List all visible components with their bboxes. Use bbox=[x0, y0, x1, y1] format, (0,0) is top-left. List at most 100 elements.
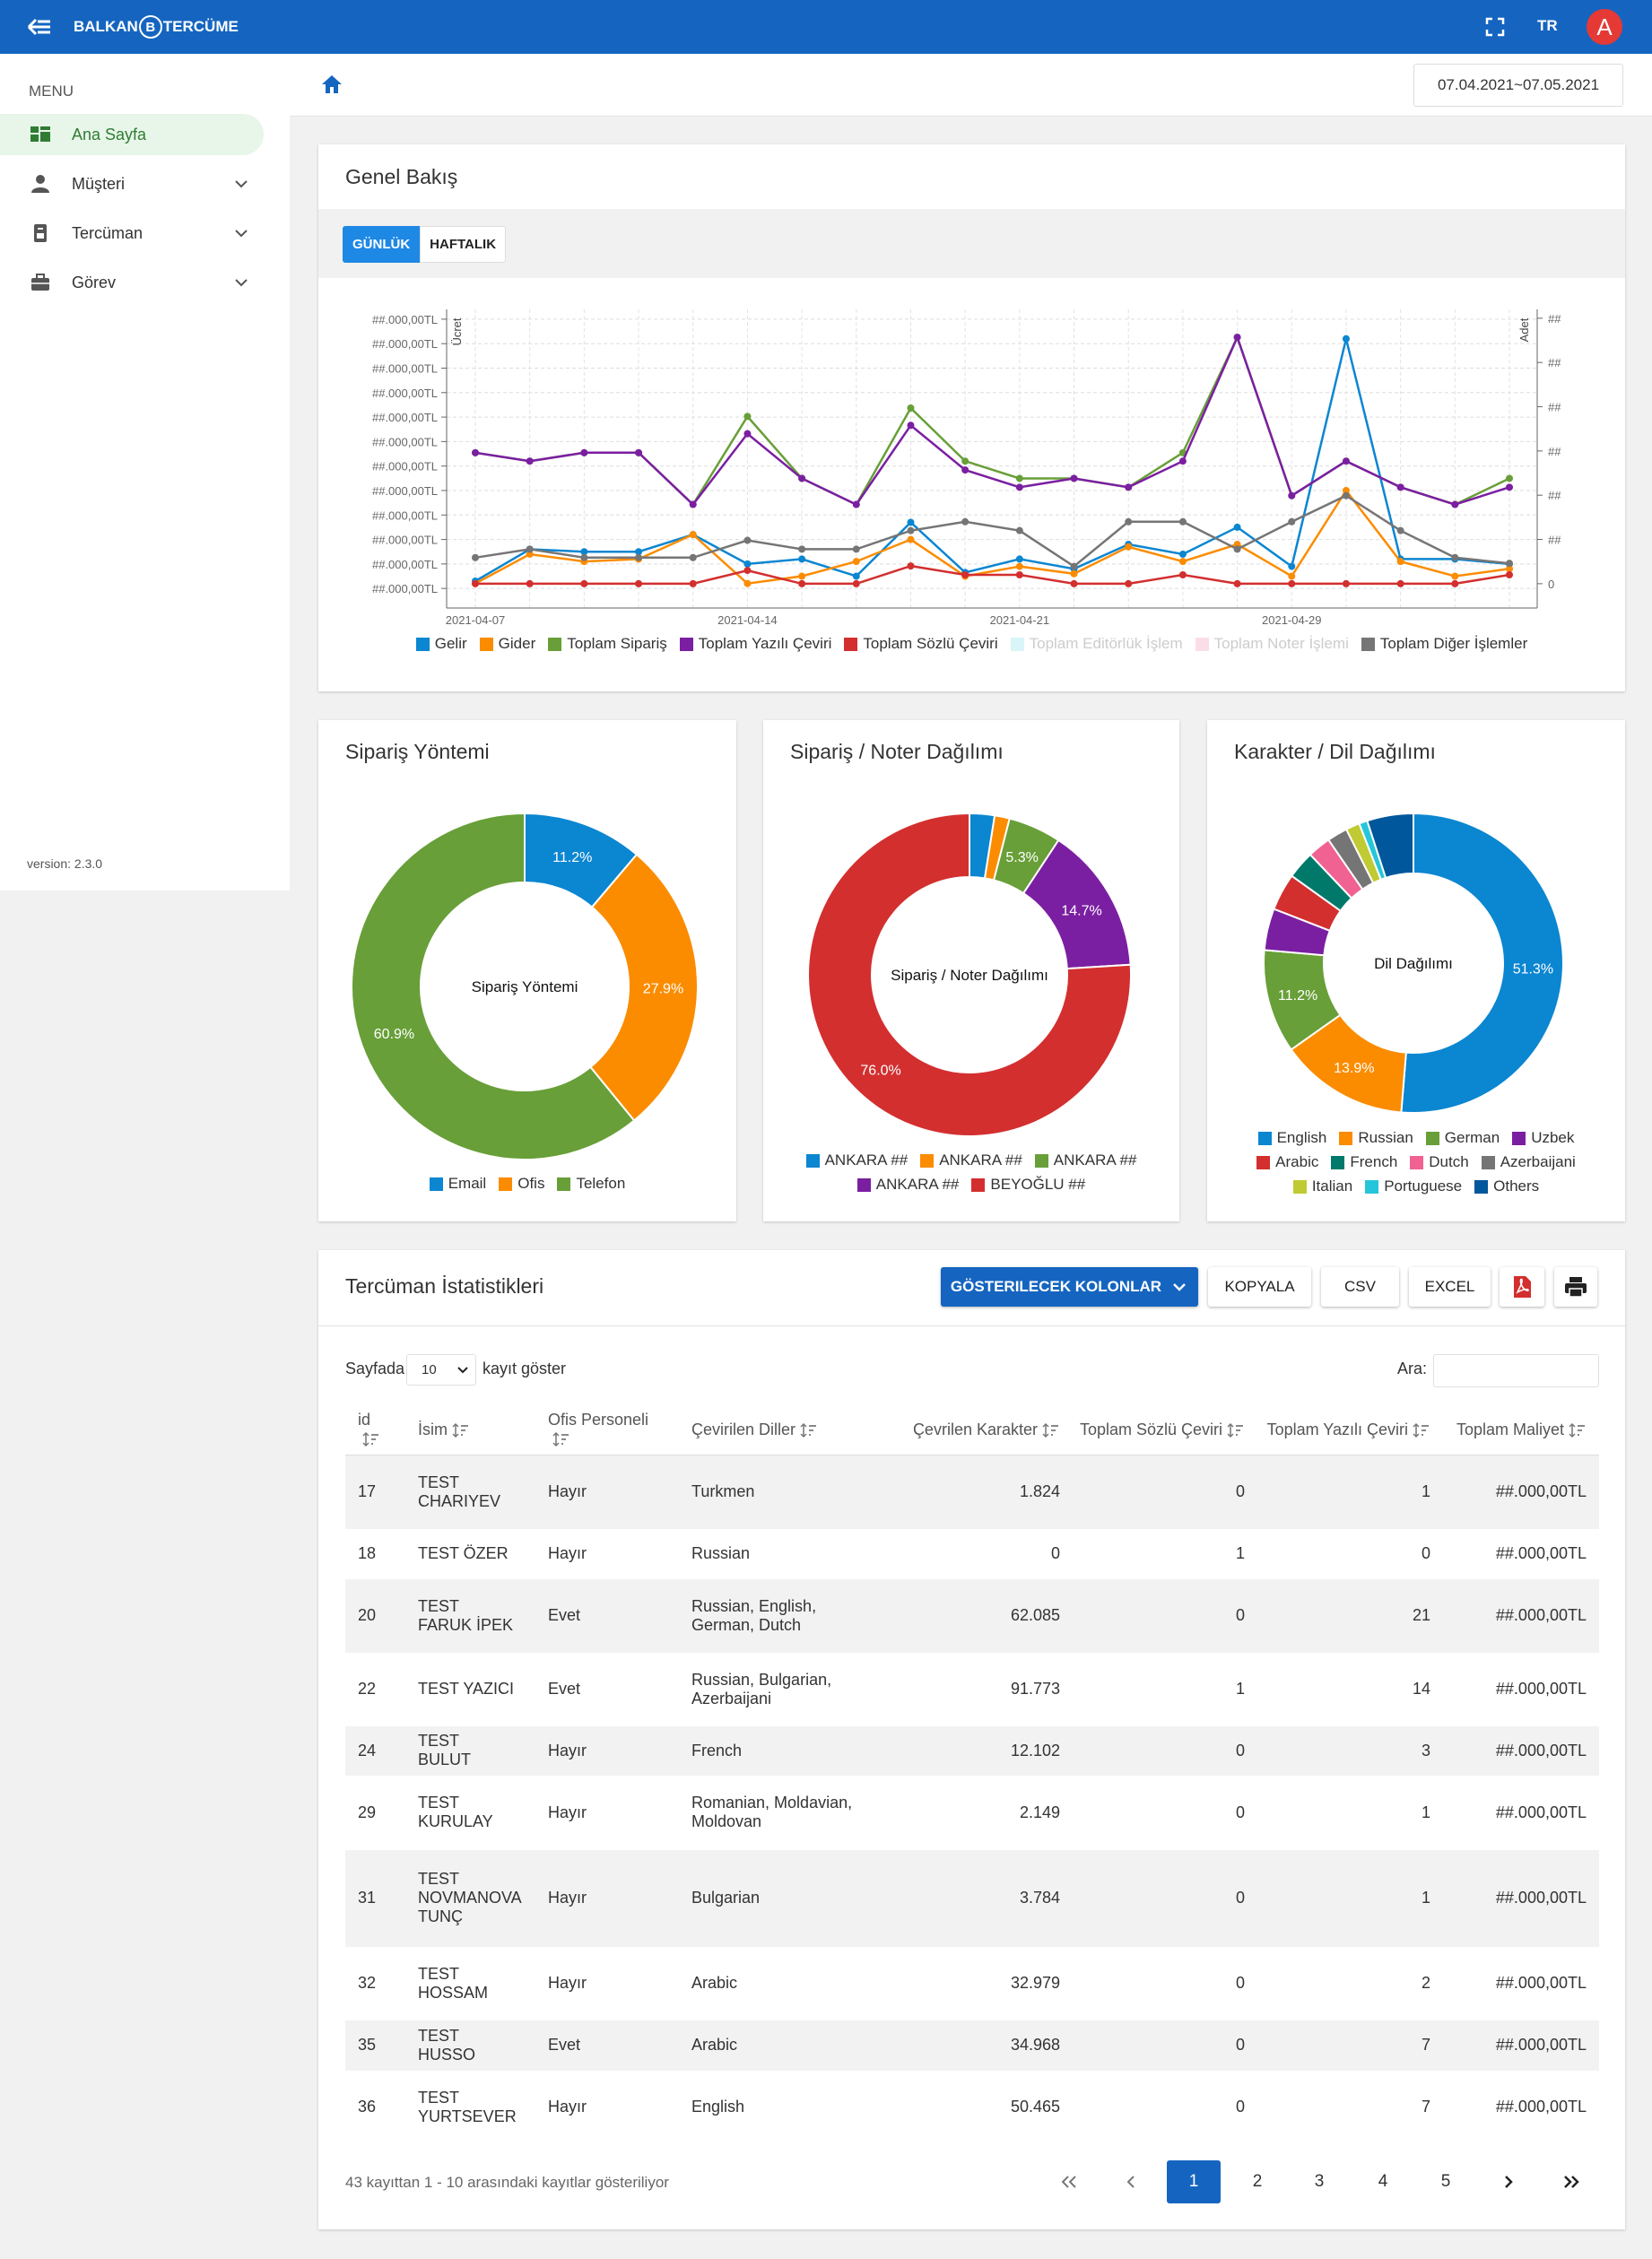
table-cell: TEST YURTSEVER bbox=[418, 2088, 517, 2125]
legend-item[interactable]: Telefon bbox=[557, 1175, 625, 1193]
page-button[interactable]: 3 bbox=[1314, 2172, 1325, 2191]
page-button[interactable]: 5 bbox=[1440, 2172, 1451, 2191]
print-icon bbox=[1565, 1277, 1587, 1298]
legend-item[interactable]: Others bbox=[1474, 1177, 1539, 1195]
table-cell: 2 bbox=[1421, 1974, 1430, 1992]
legend-item[interactable]: ANKARA ## bbox=[856, 1176, 959, 1194]
csv-button[interactable]: CSV bbox=[1321, 1267, 1399, 1307]
legend-item[interactable]: Italian bbox=[1292, 1177, 1352, 1195]
legend-item[interactable]: Arabic bbox=[1256, 1153, 1318, 1171]
menu-icon bbox=[30, 126, 50, 142]
menu-title: MENU bbox=[29, 83, 74, 100]
legend-item[interactable]: Toplam Editörlük İşlem bbox=[1010, 635, 1183, 653]
table-cell: TEST KURULAY bbox=[418, 1794, 493, 1830]
legend-item[interactable]: Toplam Sözlü Çeviri bbox=[844, 635, 998, 653]
legend-item[interactable]: ANKARA ## bbox=[1034, 1151, 1136, 1169]
brand-left: BALKAN bbox=[74, 18, 138, 35]
table-cell: 35 bbox=[345, 2020, 405, 2071]
table-cell: French bbox=[679, 1725, 900, 1776]
avatar[interactable]: A bbox=[1587, 9, 1622, 45]
back-button[interactable] bbox=[27, 16, 52, 38]
page-button[interactable]: 1 bbox=[1167, 2160, 1221, 2203]
column-header[interactable]: Ofis Personeli bbox=[535, 1404, 679, 1455]
legend-item[interactable]: Azerbaijani bbox=[1481, 1153, 1576, 1171]
home-icon[interactable] bbox=[320, 74, 343, 95]
sort-icon bbox=[452, 1422, 468, 1438]
legend-item[interactable]: Uzbek bbox=[1512, 1129, 1574, 1147]
legend-item[interactable]: English bbox=[1257, 1129, 1326, 1147]
legend-swatch bbox=[1034, 1153, 1048, 1168]
legend-item[interactable]: Russian bbox=[1339, 1129, 1413, 1147]
table-cell: 32 bbox=[358, 1974, 377, 1992]
last-page[interactable] bbox=[1544, 2160, 1598, 2203]
stats-table: id İsim Ofis Personeli Çevirilen Diller Çevr… bbox=[345, 1404, 1599, 2144]
legend-item[interactable]: Dutch bbox=[1410, 1153, 1469, 1171]
menu-item[interactable]: Müşteri bbox=[0, 163, 264, 204]
column-header[interactable]: Toplam Yazılı Çeviri bbox=[1257, 1404, 1443, 1455]
legend-label: BEYOĞLU ## bbox=[990, 1176, 1086, 1193]
legend-item[interactable]: German bbox=[1425, 1129, 1500, 1147]
pdf-button[interactable] bbox=[1500, 1267, 1544, 1307]
legend-item[interactable]: Gider bbox=[479, 635, 535, 653]
fullscreen-button[interactable] bbox=[1485, 17, 1505, 37]
table-cell: 1 bbox=[1257, 1455, 1443, 1529]
table-row: 18 TEST ÖZER Hayır Russian 0 1 0 ##.000,00TL bbox=[345, 1529, 1599, 1579]
legend-item[interactable]: Email bbox=[429, 1175, 486, 1193]
legend-item[interactable]: Toplam Sipariş bbox=[548, 635, 667, 653]
column-header[interactable]: Çevrilen Karakter bbox=[900, 1404, 1073, 1455]
search-input[interactable] bbox=[1433, 1354, 1599, 1387]
table-cell: 20 bbox=[345, 1578, 405, 1653]
menu-item[interactable]: Tercüman bbox=[0, 213, 264, 254]
legend-item[interactable]: Toplam Yazılı Çeviri bbox=[679, 635, 831, 653]
legend-item[interactable]: Ofis bbox=[499, 1175, 544, 1193]
column-header[interactable]: Çevirilen Diller bbox=[679, 1404, 900, 1455]
menu-item[interactable]: Ana Sayfa bbox=[0, 114, 264, 155]
table-cell: 36 bbox=[358, 2098, 377, 2116]
legend-label: German bbox=[1444, 1129, 1500, 1146]
prev-page[interactable] bbox=[1104, 2160, 1158, 2203]
legend-item[interactable]: Portuguese bbox=[1365, 1177, 1462, 1195]
column-header[interactable]: Toplam Maliyet bbox=[1443, 1404, 1599, 1455]
legend-swatch bbox=[415, 637, 430, 651]
excel-button[interactable]: EXCEL bbox=[1409, 1267, 1491, 1307]
copy-button[interactable]: KOPYALA bbox=[1208, 1267, 1311, 1307]
legend-swatch bbox=[479, 637, 493, 651]
column-header[interactable]: Toplam Sözlü Çeviri bbox=[1073, 1404, 1257, 1455]
page-button[interactable]: 2 bbox=[1252, 2172, 1263, 2191]
table-cell: ##.000,00TL bbox=[1443, 2020, 1599, 2071]
legend-swatch bbox=[1474, 1179, 1489, 1194]
icon bbox=[1564, 2176, 1579, 2188]
divider bbox=[318, 1325, 1625, 1326]
column-header[interactable]: id bbox=[345, 1404, 405, 1455]
table-row: 31 TEST NOVMANOVA TUNÇ Hayır Bulgarian 3.784… bbox=[345, 1849, 1599, 1947]
page-button[interactable]: 4 bbox=[1378, 2172, 1388, 2191]
next-page[interactable] bbox=[1482, 2160, 1535, 2203]
legend-item[interactable]: ANKARA ## bbox=[805, 1151, 908, 1169]
legend-item[interactable]: ANKARA ## bbox=[920, 1151, 1022, 1169]
legend-label: Russian bbox=[1358, 1129, 1413, 1146]
legend-item[interactable]: Toplam Noter İşlemi bbox=[1195, 635, 1349, 653]
legend-item[interactable]: Toplam Diğer İşlemler bbox=[1361, 635, 1527, 653]
print-button[interactable] bbox=[1554, 1267, 1597, 1307]
columns-button[interactable]: GÖSTERILECEK KOLONLAR bbox=[941, 1267, 1198, 1307]
date-range[interactable]: 07.04.2021~07.05.2021 bbox=[1413, 64, 1623, 107]
icon bbox=[1061, 2176, 1076, 2188]
table-cell: 50.465 bbox=[1010, 2098, 1060, 2116]
legend-item[interactable]: French bbox=[1331, 1153, 1397, 1171]
page-length-select[interactable]: 10 bbox=[406, 1354, 476, 1386]
first-page[interactable] bbox=[1042, 2160, 1096, 2203]
table-cell: 17 bbox=[345, 1455, 405, 1529]
legend-item[interactable]: BEYOĞLU ## bbox=[971, 1176, 1085, 1194]
legend-swatch bbox=[1425, 1131, 1439, 1145]
tab[interactable]: HAFTALIK bbox=[420, 226, 507, 263]
icon bbox=[1126, 2176, 1135, 2188]
menu-item[interactable]: Görev bbox=[0, 262, 264, 303]
legend-swatch bbox=[548, 637, 562, 651]
tab[interactable]: GÜNLÜK bbox=[343, 226, 421, 263]
sort-icon bbox=[800, 1422, 817, 1438]
column-header[interactable]: İsim bbox=[405, 1404, 535, 1455]
column-title: Toplam Sözlü Çeviri bbox=[1079, 1420, 1222, 1438]
language-switch[interactable]: TR bbox=[1537, 17, 1558, 34]
legend-item[interactable]: Gelir bbox=[415, 635, 467, 653]
table-cell: Hayır bbox=[548, 1544, 587, 1562]
